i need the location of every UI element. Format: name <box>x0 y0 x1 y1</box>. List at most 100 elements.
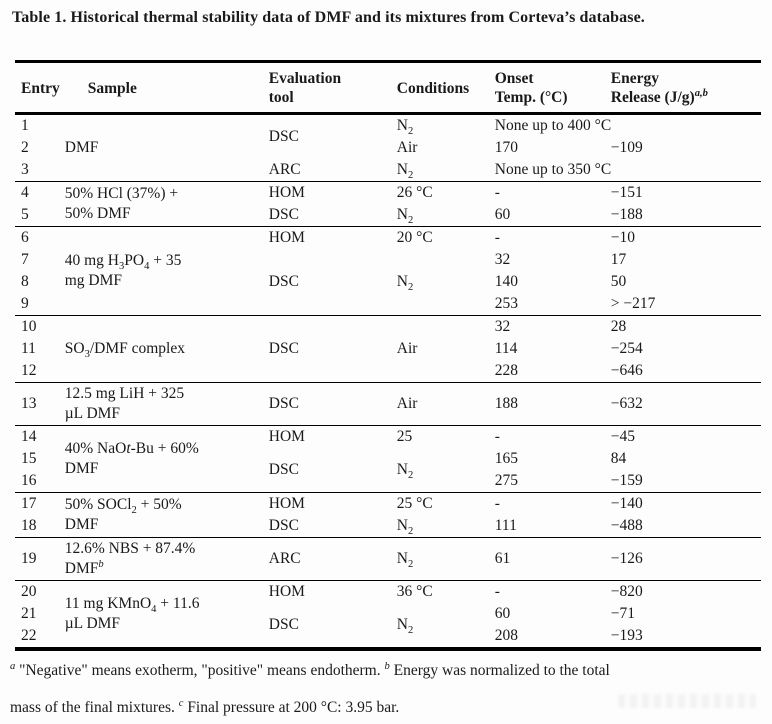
conditions-cell: 36 °C <box>396 583 433 600</box>
sample-cell: SO3/DMF complex <box>64 340 185 361</box>
table-row: 2 Air 170 −109 <box>15 137 761 159</box>
thermal-stability-table: Entry Sample Evaluation tool Conditions O… <box>15 60 761 651</box>
energy-cell: −140 <box>610 495 643 512</box>
table-row: 20 11 mg KMnO4 + 11.6 µL DMF HOM 36 °C - … <box>15 581 761 632</box>
table-body: 1 DMF DSC N2 None up to 400 °C 2 Air 170… <box>15 114 761 650</box>
entry-cell: 17 <box>21 495 37 512</box>
eval-tool-cell: HOM <box>268 583 305 600</box>
eval-tool-cell: HOM <box>268 229 305 246</box>
table-title: Table 1. Historical thermal stability da… <box>12 9 645 26</box>
energy-cell: −151 <box>610 184 643 201</box>
table-row: 15 DSC N2 165 84 <box>15 448 761 481</box>
energy-cell: 28 <box>610 318 627 335</box>
energy-cell: −71 <box>610 605 635 622</box>
entry-cell: 19 <box>21 550 37 567</box>
eval-tool-cell: DSC <box>268 517 299 534</box>
sample-cell: 12.5 mg LiH + 325 µL DMF <box>64 385 185 422</box>
table-row: 17 50% SOCl2 + 50% DMF HOM 25 °C - −140 <box>15 493 761 533</box>
energy-cell: −254 <box>610 340 643 357</box>
energy-cell: −109 <box>610 139 643 156</box>
eval-tool-cell: DSC <box>268 340 299 357</box>
entry-cell: 21 <box>21 605 37 622</box>
onset-temp-cell: - <box>494 229 500 246</box>
eval-tool-cell: HOM <box>268 184 305 201</box>
table-row: 3 ARC N2 None up to 350 °C <box>15 159 761 182</box>
entry-cell: 11 <box>21 340 36 357</box>
document-page: Table 1. Historical thermal stability da… <box>0 9 772 724</box>
energy-cell: −646 <box>610 362 643 379</box>
eval-tool-cell: ARC <box>268 550 301 567</box>
sample-cell: 12.6% NBS + 87.4% DMFb <box>64 540 196 577</box>
table-row: 8 140 50 <box>15 271 761 293</box>
entry-cell: 10 <box>21 318 37 335</box>
entry-cell: 20 <box>21 583 37 600</box>
eval-tool-cell: HOM <box>268 428 305 445</box>
conditions-cell: 26 °C <box>396 184 433 201</box>
sample-cell: 11 mg KMnO4 + 11.6 µL DMF <box>64 595 200 632</box>
table-row: 13 12.5 mg LiH + 325 µL DMF DSC Air 188 −… <box>15 383 761 426</box>
col-header-onset-temp: Onset Temp. (°C) <box>485 61 602 115</box>
onset-temp-cell: 275 <box>494 472 518 489</box>
entry-cell: 6 <box>21 229 29 246</box>
col-header-energy: Energy Release (J/g)a,b <box>601 61 761 115</box>
eval-tool-cell: HOM <box>268 495 305 512</box>
conditions-cell: Air <box>396 139 418 156</box>
energy-cell: −488 <box>610 517 643 534</box>
footnote-line-1: a "Negative" means exotherm, "positive" … <box>10 660 610 679</box>
entry-cell: 18 <box>21 517 37 534</box>
onset-temp-cell: 170 <box>494 139 518 156</box>
col-header-conditions: Conditions <box>385 61 486 115</box>
conditions-cell: N2 <box>396 517 414 538</box>
onset-temp-cell: - <box>494 583 500 600</box>
onset-temp-cell: 32 <box>494 251 511 268</box>
table-row: 19 12.6% NBS + 87.4% DMFb ARC N2 61 −126 <box>15 538 761 581</box>
eval-tool-cell: DSC <box>268 616 299 633</box>
onset-temp-cell: - <box>494 428 500 445</box>
table-row: 4 50% HCl (37%) +50% DMF HOM 26 °C - −15… <box>15 182 761 222</box>
onset-temp-cell: 208 <box>494 627 518 644</box>
entry-cell: 2 <box>21 139 29 156</box>
eval-tool-cell: DSC <box>268 128 299 145</box>
onset-temp-cell: 114 <box>494 340 518 357</box>
energy-cell: −126 <box>610 550 643 567</box>
table-row: 5 DSC N2 60 −188 <box>15 204 761 227</box>
col-header-entry: Entry <box>15 61 62 115</box>
entry-cell: 13 <box>21 395 37 412</box>
energy-cell: −10 <box>610 229 635 246</box>
table-header: Entry Sample Evaluation tool Conditions O… <box>15 61 761 115</box>
entry-cell: 9 <box>21 295 29 312</box>
entry-cell: 5 <box>21 206 29 223</box>
energy-cell: −632 <box>610 395 643 412</box>
footnote-line-2: mass of the final mixtures. c Final pres… <box>10 698 400 717</box>
col-header-sample: Sample <box>61 61 258 115</box>
energy-cell: 17 <box>610 251 627 268</box>
eval-tool-cell: DSC <box>268 395 299 412</box>
energy-cell: −159 <box>610 472 643 489</box>
entry-cell: 15 <box>21 450 37 467</box>
conditions-cell: 25 °C <box>396 495 433 512</box>
table-row: 22 208 −193 <box>15 625 761 649</box>
conditions-cell: 20 °C <box>396 229 433 246</box>
eval-tool-cell: DSC <box>268 461 299 478</box>
conditions-cell: N2 <box>396 117 414 138</box>
conditions-cell: N2 <box>396 206 414 227</box>
table-row: 10 SO3/DMF complex DSC Air 32 28 <box>15 316 761 360</box>
entry-cell: 4 <box>21 184 29 201</box>
entry-cell: 3 <box>21 161 29 178</box>
onset-temp-cell: 140 <box>494 273 518 290</box>
energy-cell: −820 <box>610 583 643 600</box>
eval-tool-cell: DSC <box>268 206 299 223</box>
energy-cell: −45 <box>610 428 635 445</box>
onset-temp-cell: 253 <box>494 295 518 312</box>
energy-cell: 84 <box>610 450 627 467</box>
onset-note-cell: None up to 400 °C <box>494 117 612 134</box>
sample-cell: DMF <box>64 139 99 156</box>
col-header-eval-tool: Evaluation tool <box>257 61 386 115</box>
entry-cell: 12 <box>21 362 37 379</box>
energy-cell: > −217 <box>610 295 656 312</box>
energy-cell: −188 <box>610 206 643 223</box>
header-row: Entry Sample Evaluation tool Conditions O… <box>15 61 761 115</box>
onset-temp-cell: 32 <box>494 318 511 335</box>
conditions-cell: Air <box>396 340 418 357</box>
onset-temp-cell: 165 <box>494 450 518 467</box>
